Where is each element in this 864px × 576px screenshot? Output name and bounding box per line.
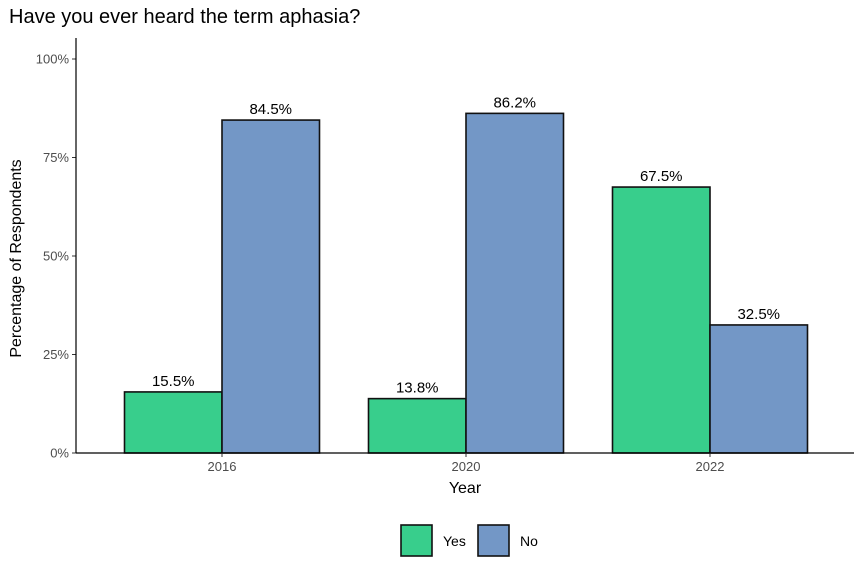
legend-swatch-yes: [400, 524, 433, 557]
bar-no-2022: [709, 324, 809, 454]
y-tick-label: 25%: [43, 347, 69, 362]
y-tick-label: 75%: [43, 150, 69, 165]
x-axis-ticks: 2016 2020 2022: [208, 453, 725, 474]
data-label: 13.8%: [396, 380, 439, 397]
x-tick-label: 2016: [208, 459, 237, 474]
x-axis-title: Year: [449, 480, 482, 497]
data-label: 32.5%: [737, 306, 780, 323]
legend-swatch-no: [477, 524, 510, 557]
x-tick-label: 2020: [452, 459, 481, 474]
legend: Yes No: [400, 524, 538, 557]
data-label: 15.5%: [152, 373, 195, 390]
legend-label-no: No: [520, 533, 538, 549]
bar-yes-2022: [611, 186, 711, 454]
x-tick-label: 2022: [696, 459, 725, 474]
bar-no-2020: [465, 112, 565, 454]
y-tick-label: 0%: [50, 446, 69, 461]
chart-title: Have you ever heard the term aphasia?: [9, 6, 361, 28]
data-label: 86.2%: [493, 94, 536, 111]
bar-yes-2020: [367, 397, 467, 454]
y-tick-label: 50%: [43, 249, 69, 264]
legend-label-yes: Yes: [443, 533, 466, 549]
y-tick-label: 100%: [36, 52, 70, 67]
bars-group: [123, 112, 809, 454]
bar-no-2016: [221, 119, 321, 454]
y-axis-title: Percentage of Respondents: [8, 159, 25, 357]
data-labels-group: 15.5% 84.5% 13.8% 86.2% 67.5% 32.5%: [152, 94, 780, 396]
bar-yes-2016: [123, 391, 223, 454]
data-label: 84.5%: [249, 101, 292, 118]
data-label: 67.5%: [640, 168, 683, 185]
y-axis-ticks: 0% 25% 50% 75% 100%: [36, 52, 76, 461]
